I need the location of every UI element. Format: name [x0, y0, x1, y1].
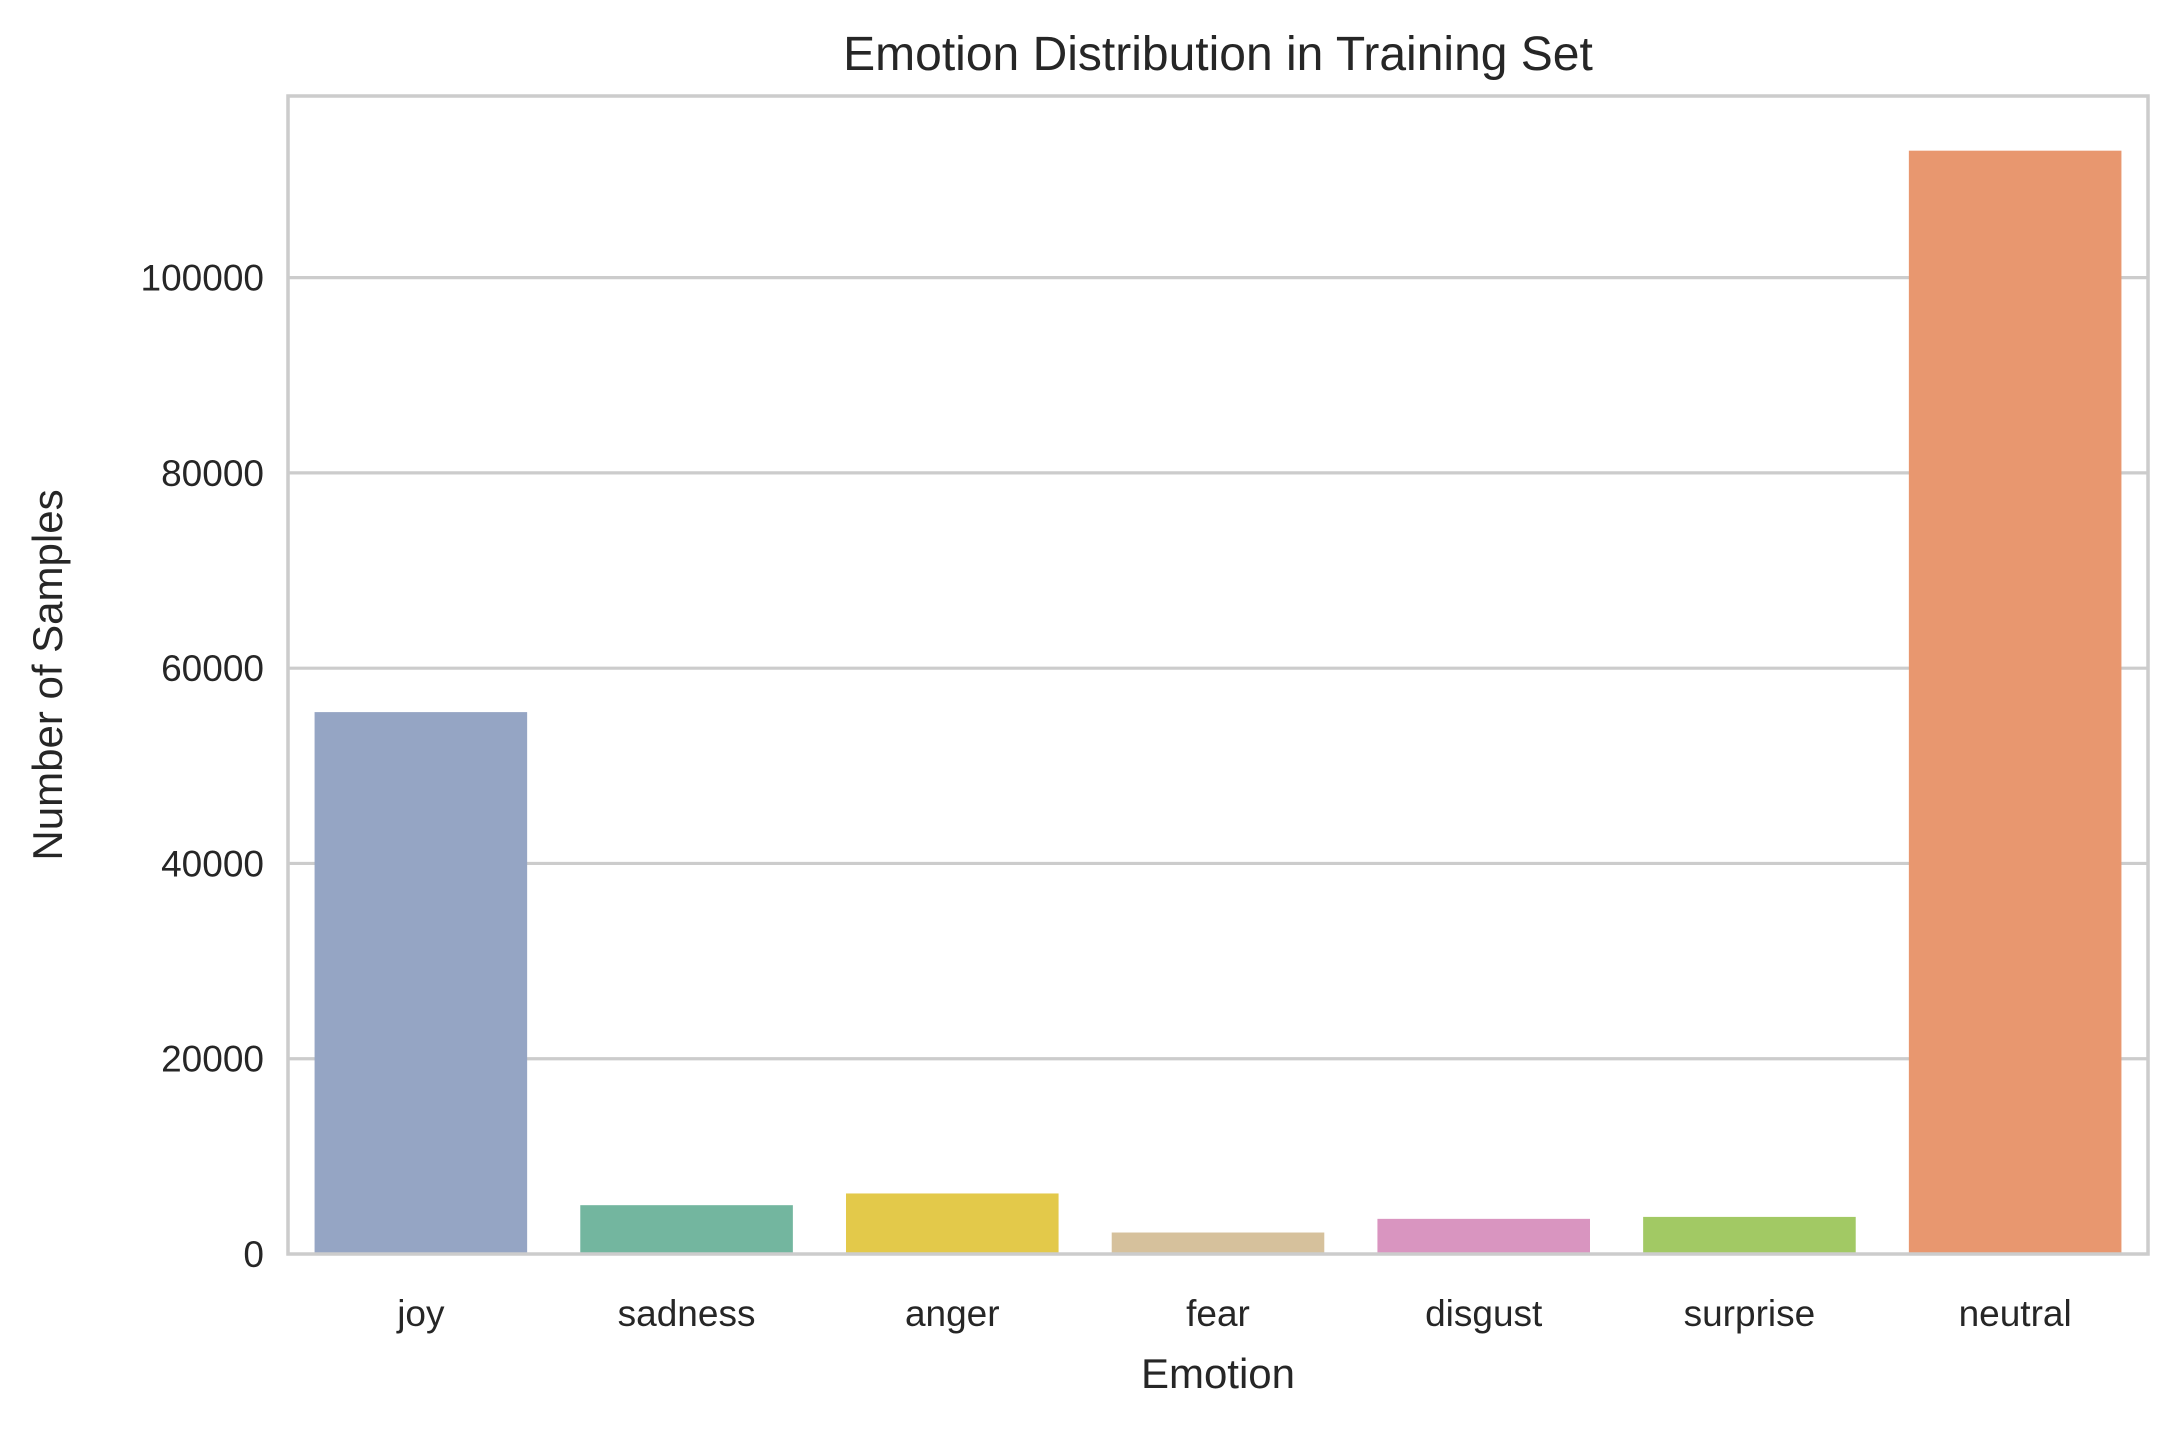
x-tick-label-sadness: sadness	[618, 1293, 756, 1334]
y-tick-label: 0	[243, 1234, 264, 1275]
y-tick-label: 60000	[161, 648, 264, 689]
y-tick-label: 20000	[161, 1039, 264, 1080]
x-tick-label-surprise: surprise	[1684, 1293, 1816, 1334]
y-tick-labels: 0 20000 40000 60000 80000 100000	[141, 258, 264, 1275]
x-tick-label-neutral: neutral	[1959, 1293, 2072, 1334]
y-axis-label: Number of Samples	[24, 489, 71, 860]
grid-lines	[288, 276, 2148, 1061]
bar-anger	[846, 1193, 1059, 1254]
bar-joy	[314, 712, 528, 1254]
bar-fear	[1111, 1232, 1325, 1254]
x-tick-label-joy: joy	[396, 1293, 445, 1334]
x-axis-label: Emotion	[1141, 1350, 1295, 1397]
bar-neutral	[1908, 150, 2122, 1255]
plot-frame	[286, 94, 2150, 1256]
x-tick-label-anger: anger	[905, 1293, 1000, 1334]
bar-surprise	[1643, 1216, 1856, 1254]
bar-disgust	[1377, 1218, 1590, 1254]
y-tick-label: 80000	[161, 453, 264, 494]
bar-sadness	[580, 1205, 793, 1254]
y-tick-label: 100000	[141, 258, 264, 299]
chart-title: Emotion Distribution in Training Set	[843, 28, 1593, 81]
x-tick-label-fear: fear	[1186, 1293, 1250, 1334]
x-tick-label-disgust: disgust	[1425, 1293, 1543, 1334]
bars	[314, 150, 2122, 1255]
y-tick-label: 40000	[161, 843, 264, 884]
x-tick-labels: joy sadness anger fear disgust surprise neutra…	[396, 1293, 2072, 1334]
